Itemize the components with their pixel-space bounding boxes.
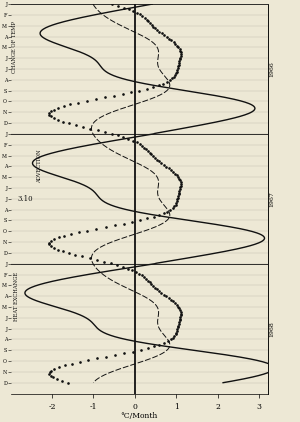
Text: CHANGE OF TEMP: CHANGE OF TEMP [12,22,17,73]
X-axis label: °C/Month: °C/Month [120,412,158,420]
Text: HEAT EXCHANGE: HEAT EXCHANGE [14,272,19,321]
Text: ADVECTION: ADVECTION [37,149,42,183]
Text: 3.10: 3.10 [17,195,33,203]
